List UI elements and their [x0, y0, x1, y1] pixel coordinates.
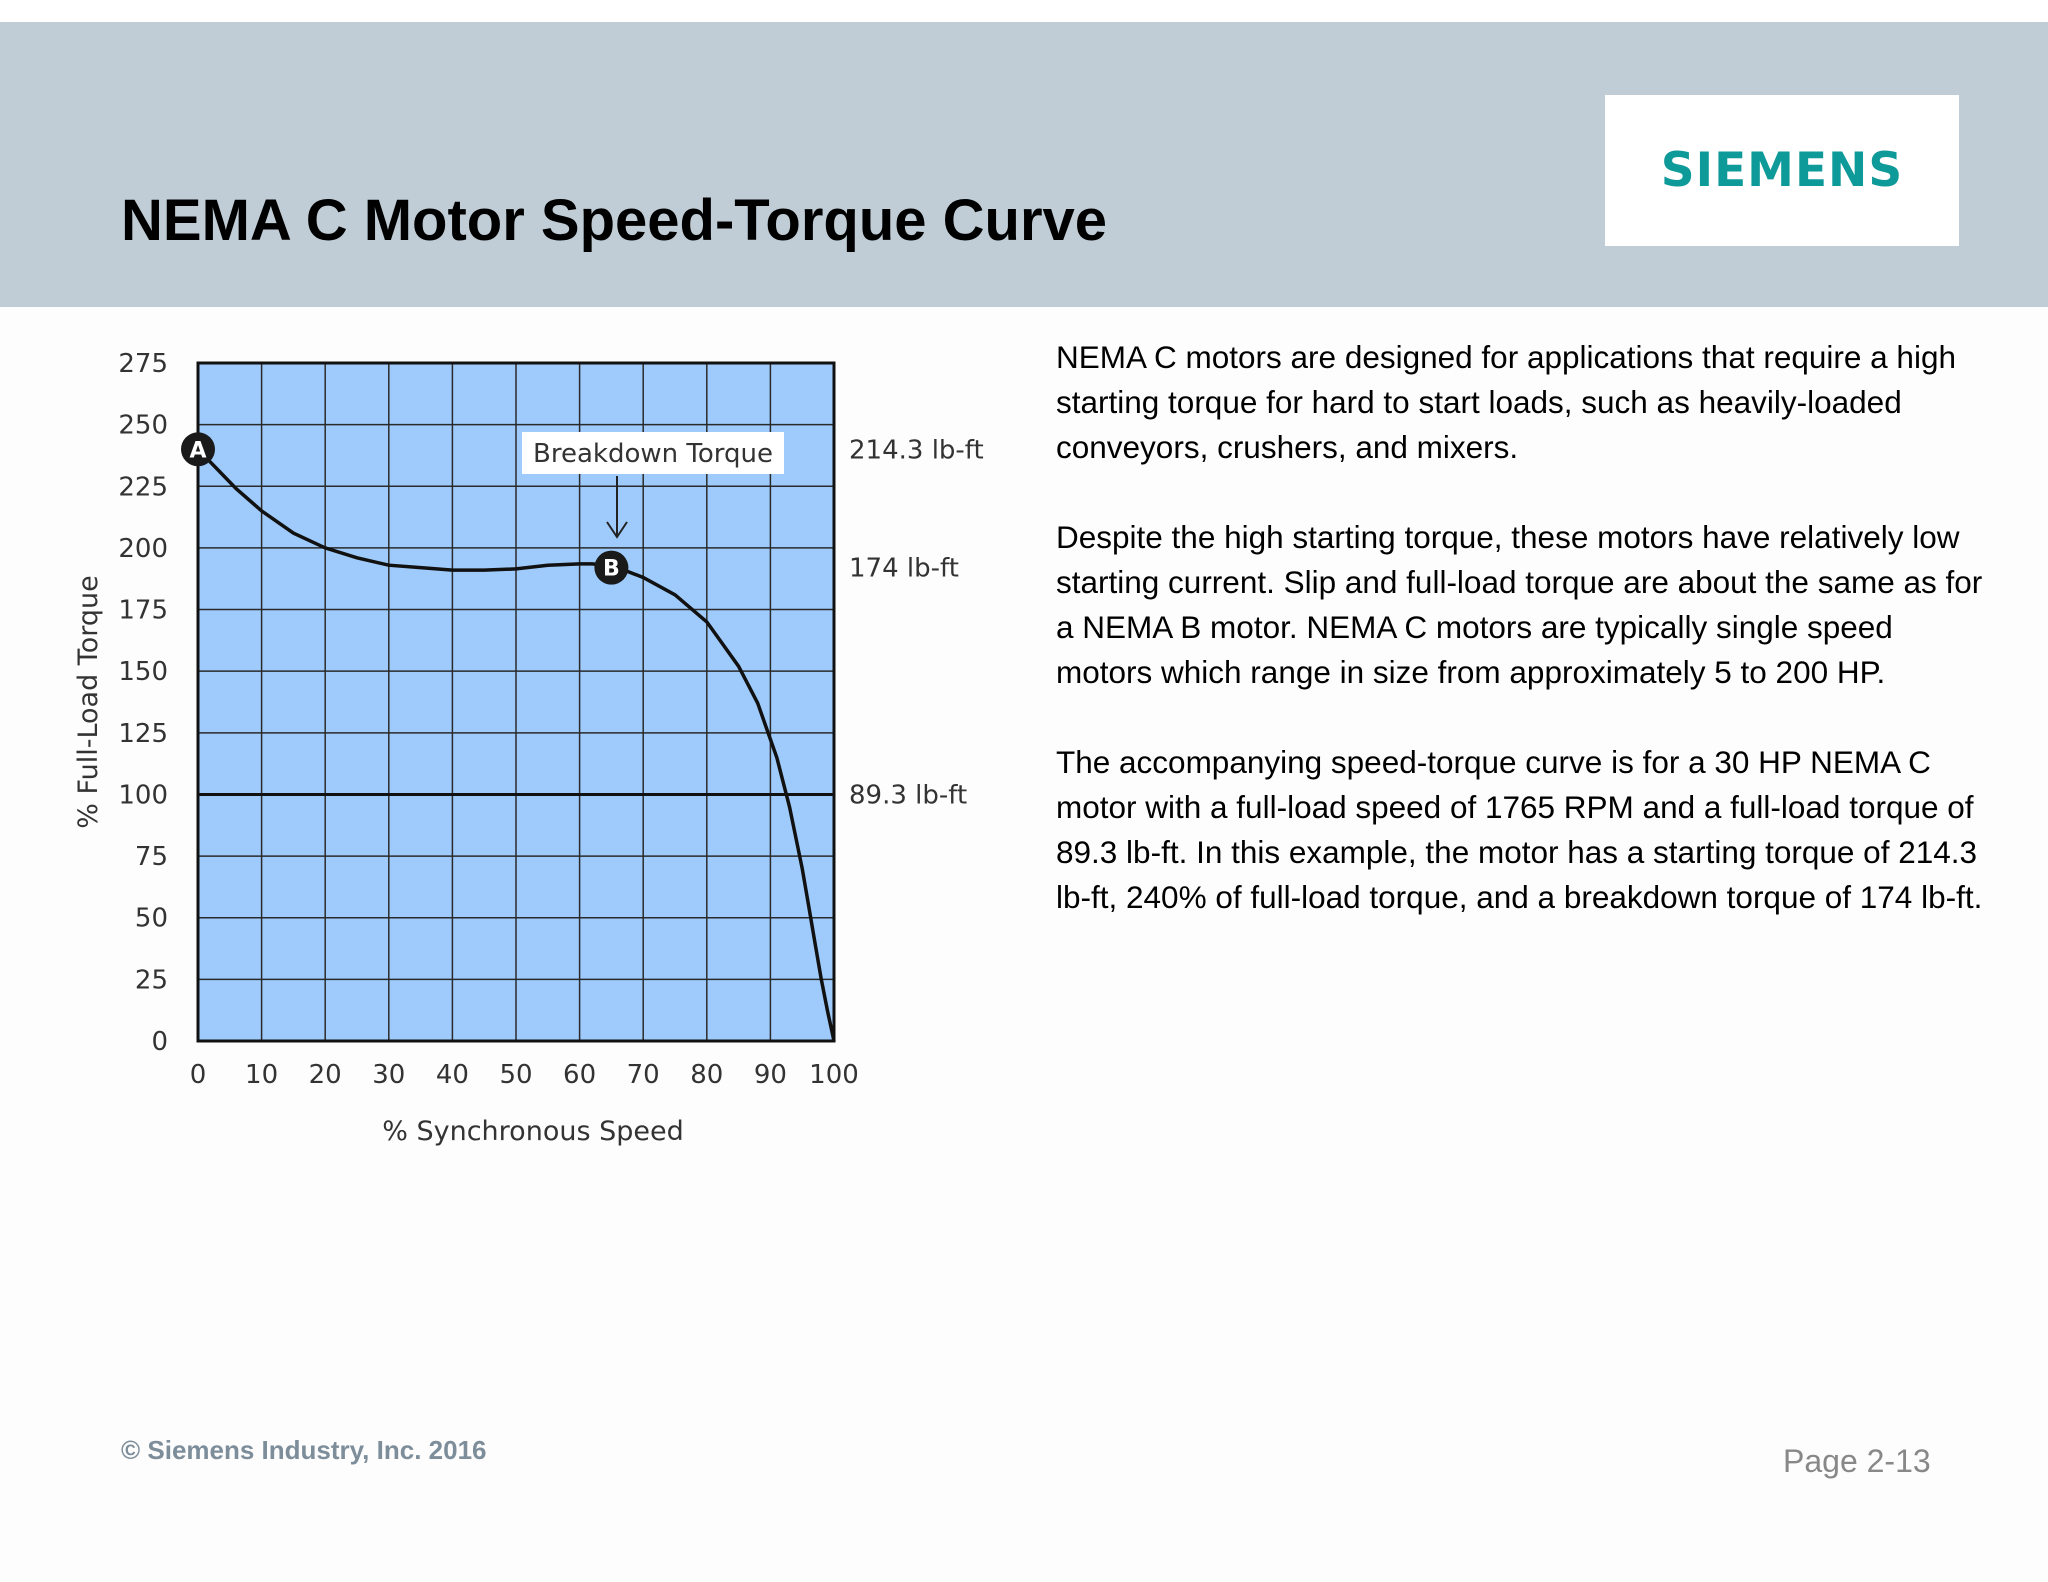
paragraph-2: Despite the high starting torque, these …: [1056, 519, 1983, 690]
x-tick-label: 40: [436, 1060, 469, 1090]
x-tick-label: 0: [190, 1060, 207, 1090]
top-strip: [0, 0, 2048, 22]
page-title: NEMA C Motor Speed-Torque Curve: [121, 188, 1108, 253]
point-label-a: A: [189, 438, 206, 463]
annotation-box: [522, 432, 784, 474]
y-tick-label: 50: [135, 904, 168, 934]
torque-value-label: 214.3 lb-ft: [849, 435, 984, 465]
y-tick-label: 150: [118, 657, 168, 687]
x-axis-label: % Synchronous Speed: [382, 1116, 683, 1147]
y-tick-label: 275: [118, 349, 168, 379]
annotation-text: Breakdown Torque: [533, 439, 773, 469]
torque-value-label: 174 lb-ft: [849, 554, 959, 584]
point-marker-b: [594, 550, 629, 585]
plot-border: [196, 361, 836, 1043]
y-tick-label: 200: [118, 534, 168, 564]
y-tick-label: 25: [135, 965, 168, 995]
y-tick-label: 75: [135, 842, 168, 872]
speed-torque-chart: 0 10 20 30 40 50 60 70 80 90 100 0 25 50 75 100 125 150 17…: [73, 349, 984, 1147]
x-tick-label: 80: [690, 1060, 723, 1090]
x-tick-label: 60: [563, 1060, 596, 1090]
x-tick-label: 90: [754, 1060, 787, 1090]
body-text: NEMA C motors are designed for applicati…: [1056, 335, 1986, 965]
x-tick-label: 50: [499, 1060, 532, 1090]
y-tick-label: 225: [118, 472, 168, 502]
x-tick-label: 30: [372, 1060, 405, 1090]
page-number: Page 2-13: [1783, 1443, 1931, 1479]
siemens-logo: SIEMENS: [1605, 95, 1959, 246]
y-tick-label: 175: [118, 596, 168, 626]
y-tick-label: 0: [151, 1027, 168, 1057]
logo-text: SIEMENS: [1660, 143, 1904, 198]
x-tick-label: 20: [309, 1060, 342, 1090]
copyright: © Siemens Industry, Inc. 2016: [121, 1435, 487, 1465]
paragraph-1: NEMA C motors are designed for applicati…: [1056, 339, 1956, 465]
y-tick-label: 100: [118, 780, 168, 810]
x-tick-label: 10: [245, 1060, 278, 1090]
annotation-arrow-head: [606, 521, 628, 539]
torque-value-label: 89.3 lb-ft: [849, 780, 967, 810]
x-tick-label: 100: [809, 1060, 859, 1090]
paragraph-3: The accompanying speed-torque curve is f…: [1056, 744, 1983, 915]
y-axis-label: % Full-Load Torque: [73, 575, 104, 828]
y-tick-label: 125: [118, 719, 168, 749]
point-label-b: B: [603, 557, 620, 582]
point-marker-a: [181, 432, 215, 467]
x-tick-label: 70: [627, 1060, 660, 1090]
y-tick-label: 250: [118, 411, 168, 441]
